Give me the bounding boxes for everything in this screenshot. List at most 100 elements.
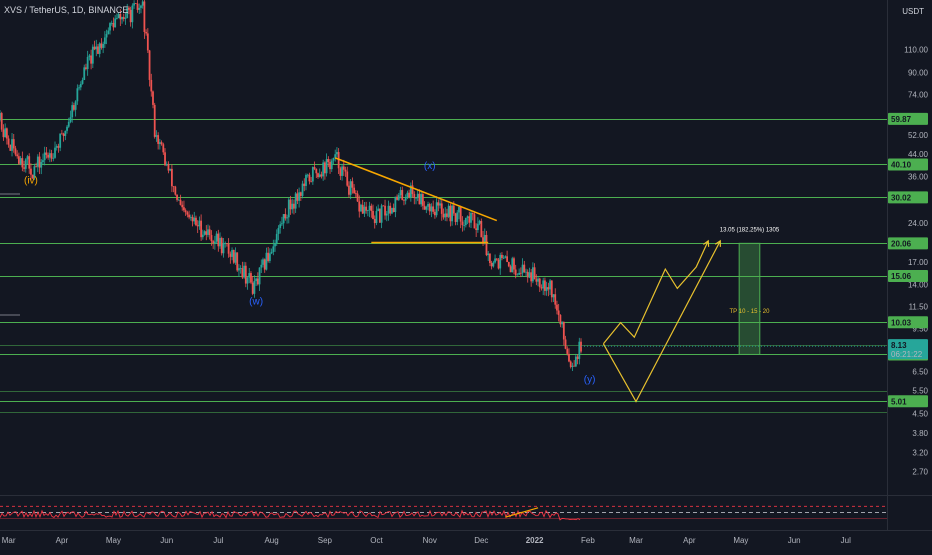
wave-label: (y) — [584, 375, 596, 386]
candle — [275, 233, 278, 244]
candle — [440, 203, 443, 214]
projection-path[interactable] — [602, 240, 709, 345]
candle — [129, 9, 132, 23]
target-box-label: 13.05 (182.25%) 1305 — [720, 227, 780, 233]
candle — [164, 152, 166, 166]
candle — [568, 353, 570, 362]
candle — [475, 228, 478, 230]
candle — [145, 32, 148, 34]
candle — [57, 146, 60, 148]
candle — [489, 253, 491, 264]
candle — [219, 238, 221, 247]
candle — [387, 205, 390, 214]
candle — [150, 79, 153, 92]
candle — [447, 205, 450, 217]
candle — [473, 214, 476, 229]
candle — [397, 195, 400, 200]
candle — [138, 7, 141, 10]
candle — [222, 243, 225, 254]
price-level-badge-text: 20.06 — [891, 239, 912, 248]
candle — [267, 252, 270, 261]
candle — [76, 88, 79, 102]
candle — [336, 152, 338, 155]
candle — [463, 225, 466, 226]
price-axis-tick: 110.00 — [904, 46, 928, 55]
candle — [213, 241, 216, 244]
candle — [378, 208, 381, 223]
candle — [571, 365, 574, 367]
candle — [315, 168, 318, 174]
candle — [518, 272, 521, 275]
candle — [7, 138, 10, 145]
candle — [241, 268, 244, 278]
time-axis-tick: Jul — [841, 536, 851, 545]
price-axis-tick: 2.70 — [912, 468, 928, 477]
candle — [115, 17, 118, 19]
candle — [399, 190, 402, 196]
candle — [134, 3, 137, 5]
candle — [366, 210, 369, 212]
candle — [573, 365, 576, 367]
candle — [375, 211, 378, 224]
candle — [155, 135, 158, 137]
price-level-badge — [888, 158, 928, 171]
candle — [416, 193, 419, 198]
candle — [342, 166, 345, 170]
candle — [437, 202, 440, 206]
candle — [377, 208, 380, 212]
candle — [298, 192, 301, 201]
symbol-label[interactable]: XVS / TetherUS, 1D, BINANCE — [4, 5, 129, 15]
candle — [294, 193, 297, 209]
candle — [446, 213, 448, 217]
candle — [471, 212, 474, 215]
candle — [382, 205, 385, 207]
candle — [88, 55, 91, 57]
candle — [112, 22, 115, 28]
candle — [301, 183, 304, 196]
candle — [5, 128, 8, 139]
candle — [52, 157, 55, 159]
candle — [559, 315, 562, 325]
candle — [67, 121, 70, 127]
candle — [248, 273, 251, 278]
candle — [492, 262, 495, 267]
triangle-upper-trendline[interactable] — [334, 157, 498, 222]
candle — [531, 267, 534, 282]
candle — [574, 356, 577, 367]
wave-label: (iv) — [24, 175, 38, 186]
candle — [495, 258, 498, 260]
candle — [293, 203, 295, 209]
current-price-badge — [888, 339, 928, 360]
time-axis-tick: Mar — [2, 536, 16, 545]
candle — [576, 356, 579, 359]
candle — [274, 243, 276, 247]
candle — [55, 146, 58, 148]
candle — [97, 46, 99, 54]
candle — [215, 233, 218, 242]
candle — [0, 113, 3, 130]
candle — [384, 205, 386, 216]
candle — [30, 168, 32, 175]
candle — [91, 46, 94, 64]
candle — [547, 287, 550, 290]
price-axis-tick: 11.50 — [909, 303, 929, 312]
candle — [224, 243, 227, 245]
candle — [346, 171, 349, 186]
candle — [368, 205, 371, 211]
candle — [318, 174, 321, 178]
current-price-text: 8.13 — [891, 341, 907, 350]
candle — [415, 197, 417, 199]
candle — [4, 128, 7, 138]
candle — [83, 67, 86, 80]
target-range-box[interactable] — [738, 242, 761, 355]
candle — [0, 113, 1, 120]
wave-label: (w) — [249, 297, 263, 308]
projection-path[interactable] — [602, 240, 721, 403]
candle — [494, 258, 496, 263]
candle — [226, 243, 228, 245]
candle — [279, 224, 282, 228]
price-axis-tick: 3.20 — [912, 448, 928, 457]
candle — [177, 199, 180, 201]
